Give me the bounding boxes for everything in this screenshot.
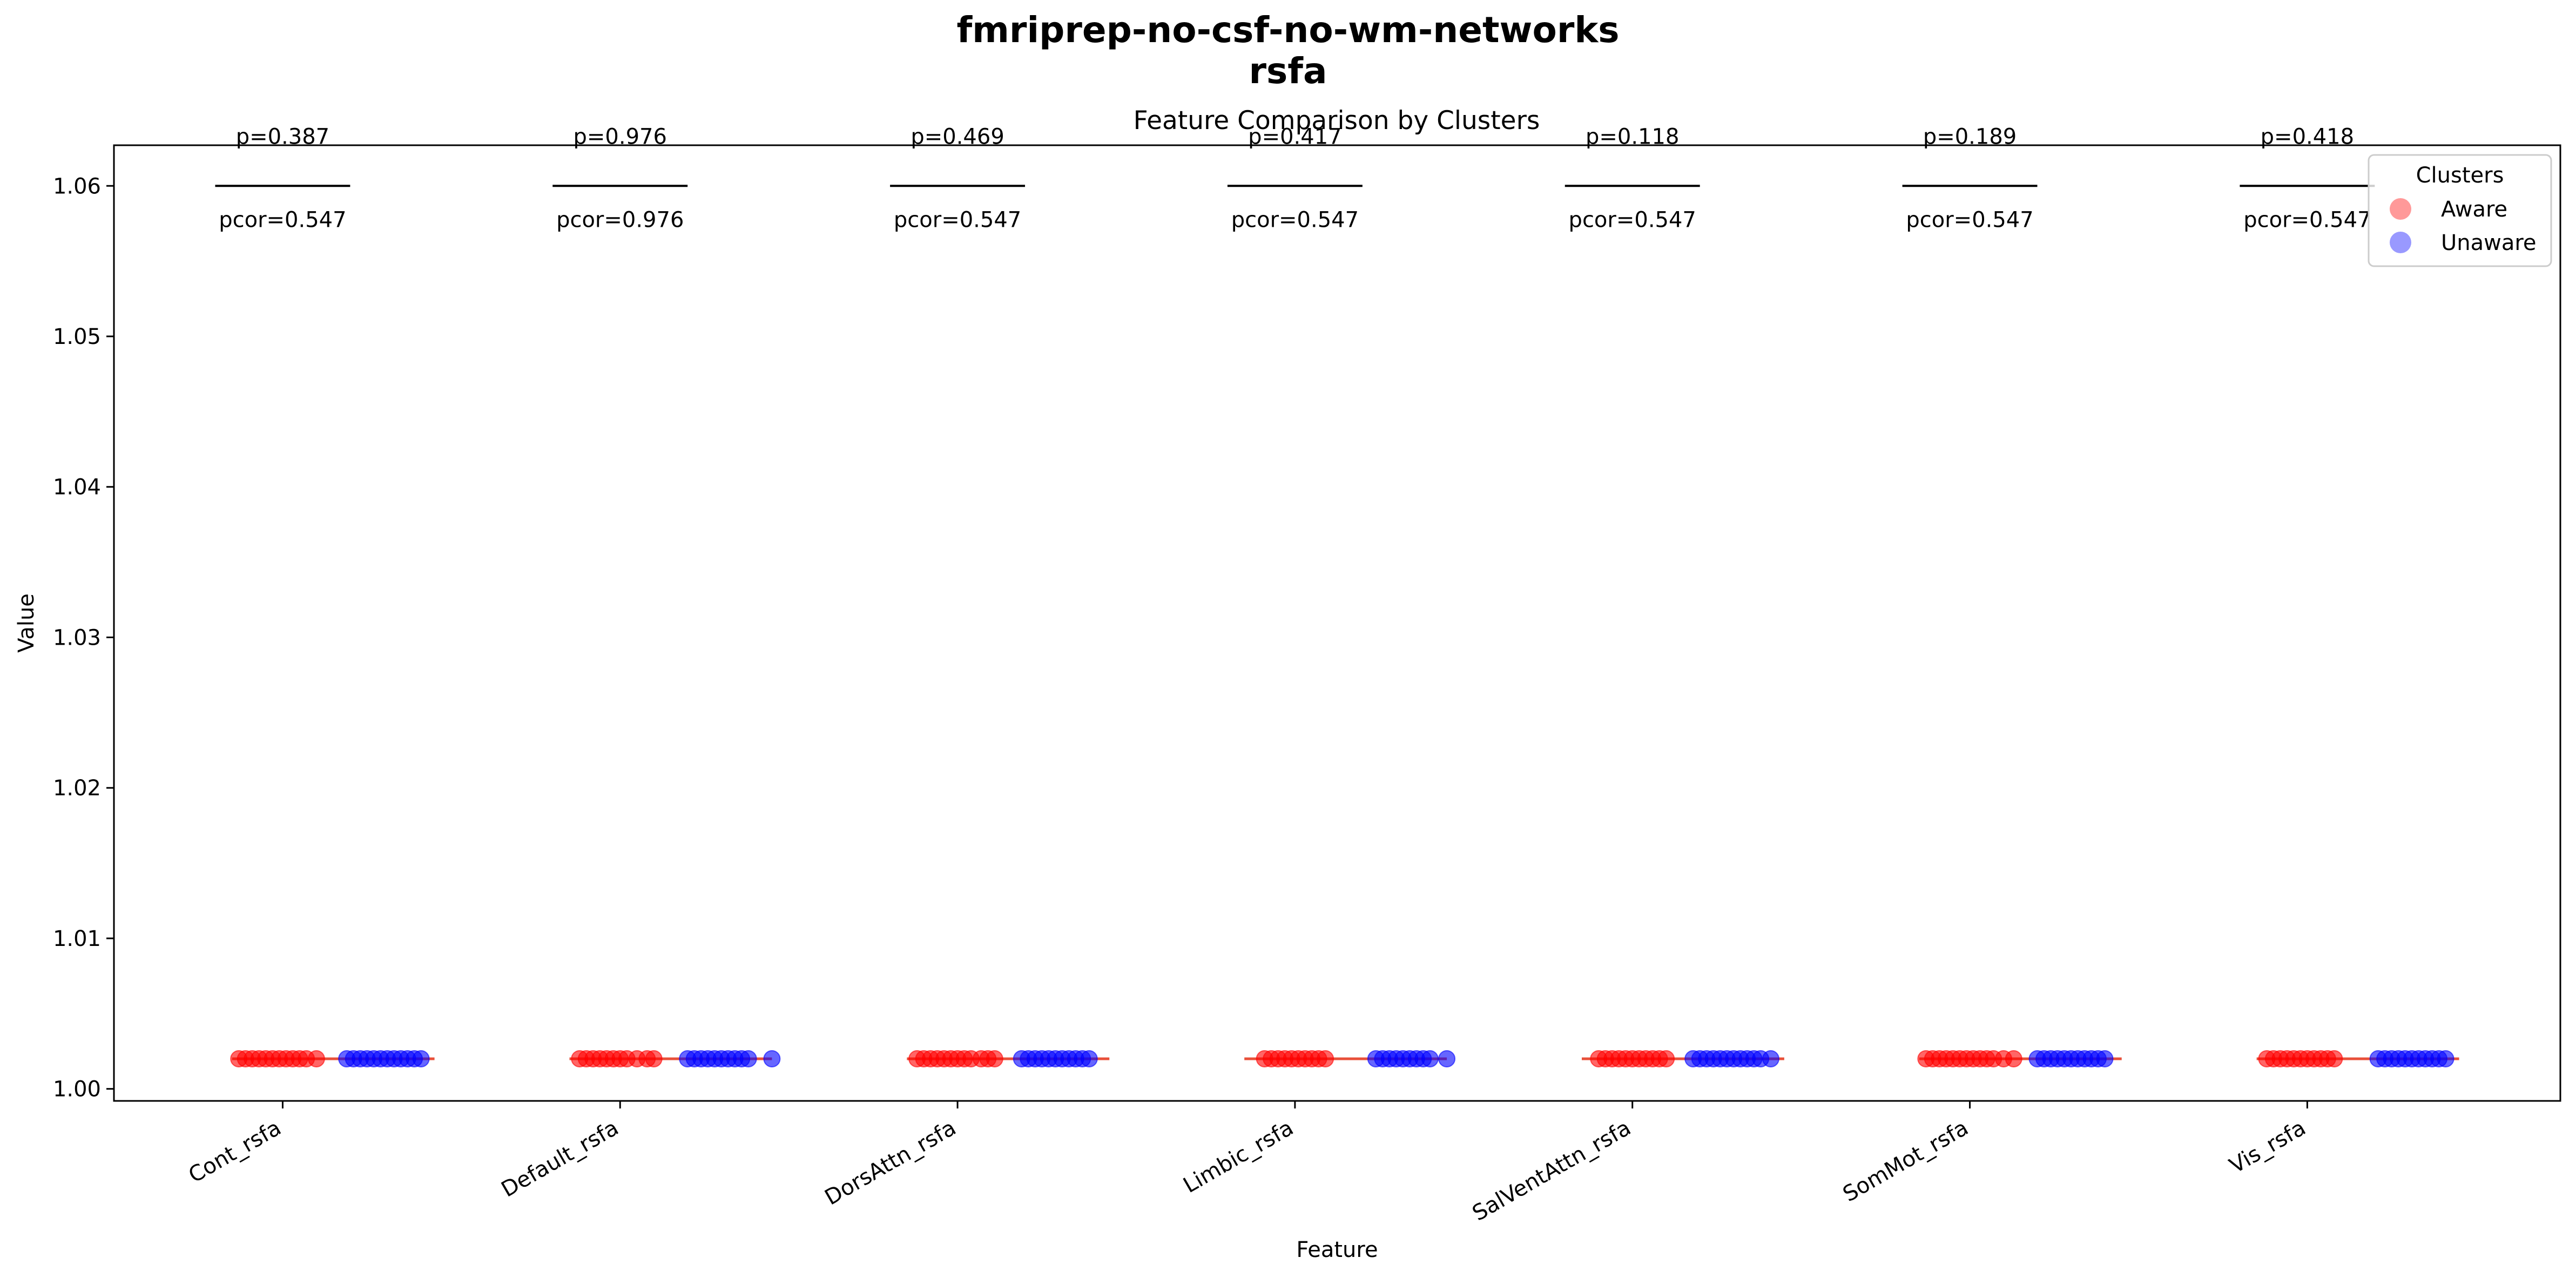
data-point-unaware bbox=[412, 1050, 430, 1067]
x-axis-label: Feature bbox=[1296, 1238, 1378, 1262]
legend-title: Clusters bbox=[2416, 163, 2504, 188]
data-point-aware bbox=[307, 1050, 325, 1067]
legend-label-aware: Aware bbox=[2441, 197, 2507, 222]
legend-marker-unaware bbox=[2390, 232, 2411, 253]
data-point-aware bbox=[2005, 1050, 2022, 1067]
pcor-value-label: pcor=0.547 bbox=[2243, 207, 2371, 232]
y-tick-label: 1.03 bbox=[53, 625, 101, 650]
data-point-aware bbox=[1657, 1050, 1675, 1067]
y-tick-label: 1.02 bbox=[53, 776, 101, 801]
figure-title-line1: fmriprep-no-csf-no-wm-networks bbox=[956, 9, 1619, 51]
data-point-unaware bbox=[739, 1050, 757, 1067]
data-point-unaware bbox=[1080, 1050, 1098, 1067]
pcor-value-label: pcor=0.547 bbox=[1906, 207, 2033, 232]
y-tick-label: 1.00 bbox=[53, 1077, 101, 1102]
data-point-unaware bbox=[1762, 1050, 1779, 1067]
pcor-value-label: pcor=0.547 bbox=[219, 207, 346, 232]
legend: Clusters Aware Unaware bbox=[2368, 154, 2552, 267]
y-tick-label: 1.01 bbox=[53, 927, 101, 951]
data-point-unaware bbox=[2096, 1050, 2114, 1067]
data-point-aware bbox=[645, 1050, 663, 1067]
data-point-unaware bbox=[2437, 1050, 2454, 1067]
data-point-unaware bbox=[1438, 1050, 1456, 1067]
data-point-aware bbox=[986, 1050, 1003, 1067]
y-axis-label: Value bbox=[14, 593, 39, 653]
data-point-aware bbox=[1317, 1050, 1334, 1067]
data-point-aware bbox=[2325, 1050, 2343, 1067]
y-tick-label: 1.05 bbox=[53, 324, 101, 349]
legend-box bbox=[2368, 154, 2552, 267]
pcor-value-label: pcor=0.547 bbox=[1569, 207, 1696, 232]
plot-frame bbox=[113, 144, 2561, 1102]
data-point-unaware bbox=[1421, 1050, 1439, 1067]
pcor-value-label: pcor=0.976 bbox=[556, 207, 684, 232]
y-tick-label: 1.06 bbox=[53, 174, 101, 199]
legend-label-unaware: Unaware bbox=[2441, 231, 2537, 255]
y-tick-label: 1.04 bbox=[53, 475, 101, 500]
data-point-unaware bbox=[763, 1050, 781, 1067]
chart-title: Feature Comparison by Clusters bbox=[1134, 106, 1540, 136]
pcor-value-label: pcor=0.547 bbox=[1231, 207, 1359, 232]
figure-title-line2: rsfa bbox=[1249, 50, 1327, 92]
legend-marker-aware bbox=[2390, 198, 2411, 220]
pcor-value-label: pcor=0.547 bbox=[894, 207, 1021, 232]
